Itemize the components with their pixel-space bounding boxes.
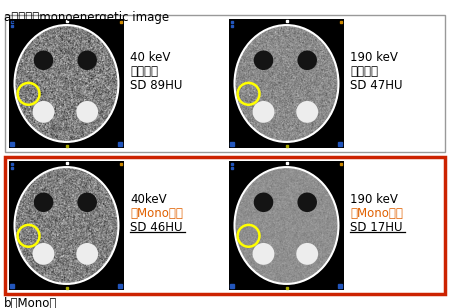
Circle shape <box>77 51 97 70</box>
Bar <box>229 19 344 148</box>
Bar <box>9 19 124 148</box>
Circle shape <box>76 243 98 265</box>
Text: a：従来のmonoenergetic image: a：従来のmonoenergetic image <box>4 11 169 24</box>
Circle shape <box>34 51 53 70</box>
Text: 190 keV: 190 keV <box>350 193 398 206</box>
Circle shape <box>296 101 318 123</box>
Text: 190 keV: 190 keV <box>350 51 398 64</box>
Circle shape <box>254 51 273 70</box>
Text: （従来）: （従来） <box>130 65 158 78</box>
Text: SD 47HU: SD 47HU <box>350 79 402 92</box>
Text: SD 89HU: SD 89HU <box>130 79 182 92</box>
Circle shape <box>32 101 54 123</box>
Circle shape <box>297 51 317 70</box>
Bar <box>229 161 344 290</box>
Text: SD 17HU: SD 17HU <box>350 221 402 234</box>
Bar <box>5 15 445 152</box>
Circle shape <box>252 101 274 123</box>
Text: （Mono＋）: （Mono＋） <box>130 207 183 220</box>
Text: 40 keV: 40 keV <box>130 51 171 64</box>
Circle shape <box>32 243 54 265</box>
Text: 40keV: 40keV <box>130 193 166 206</box>
Circle shape <box>252 243 274 265</box>
Circle shape <box>254 192 273 212</box>
Circle shape <box>297 192 317 212</box>
Circle shape <box>34 192 53 212</box>
Circle shape <box>77 192 97 212</box>
Text: b：Mono＋: b：Mono＋ <box>4 297 58 308</box>
Circle shape <box>76 101 98 123</box>
Bar <box>5 157 445 294</box>
Circle shape <box>296 243 318 265</box>
Bar <box>9 161 124 290</box>
Text: （従来）: （従来） <box>350 65 378 78</box>
Text: SD 46HU: SD 46HU <box>130 221 183 234</box>
Text: （Mono＋）: （Mono＋） <box>350 207 403 220</box>
